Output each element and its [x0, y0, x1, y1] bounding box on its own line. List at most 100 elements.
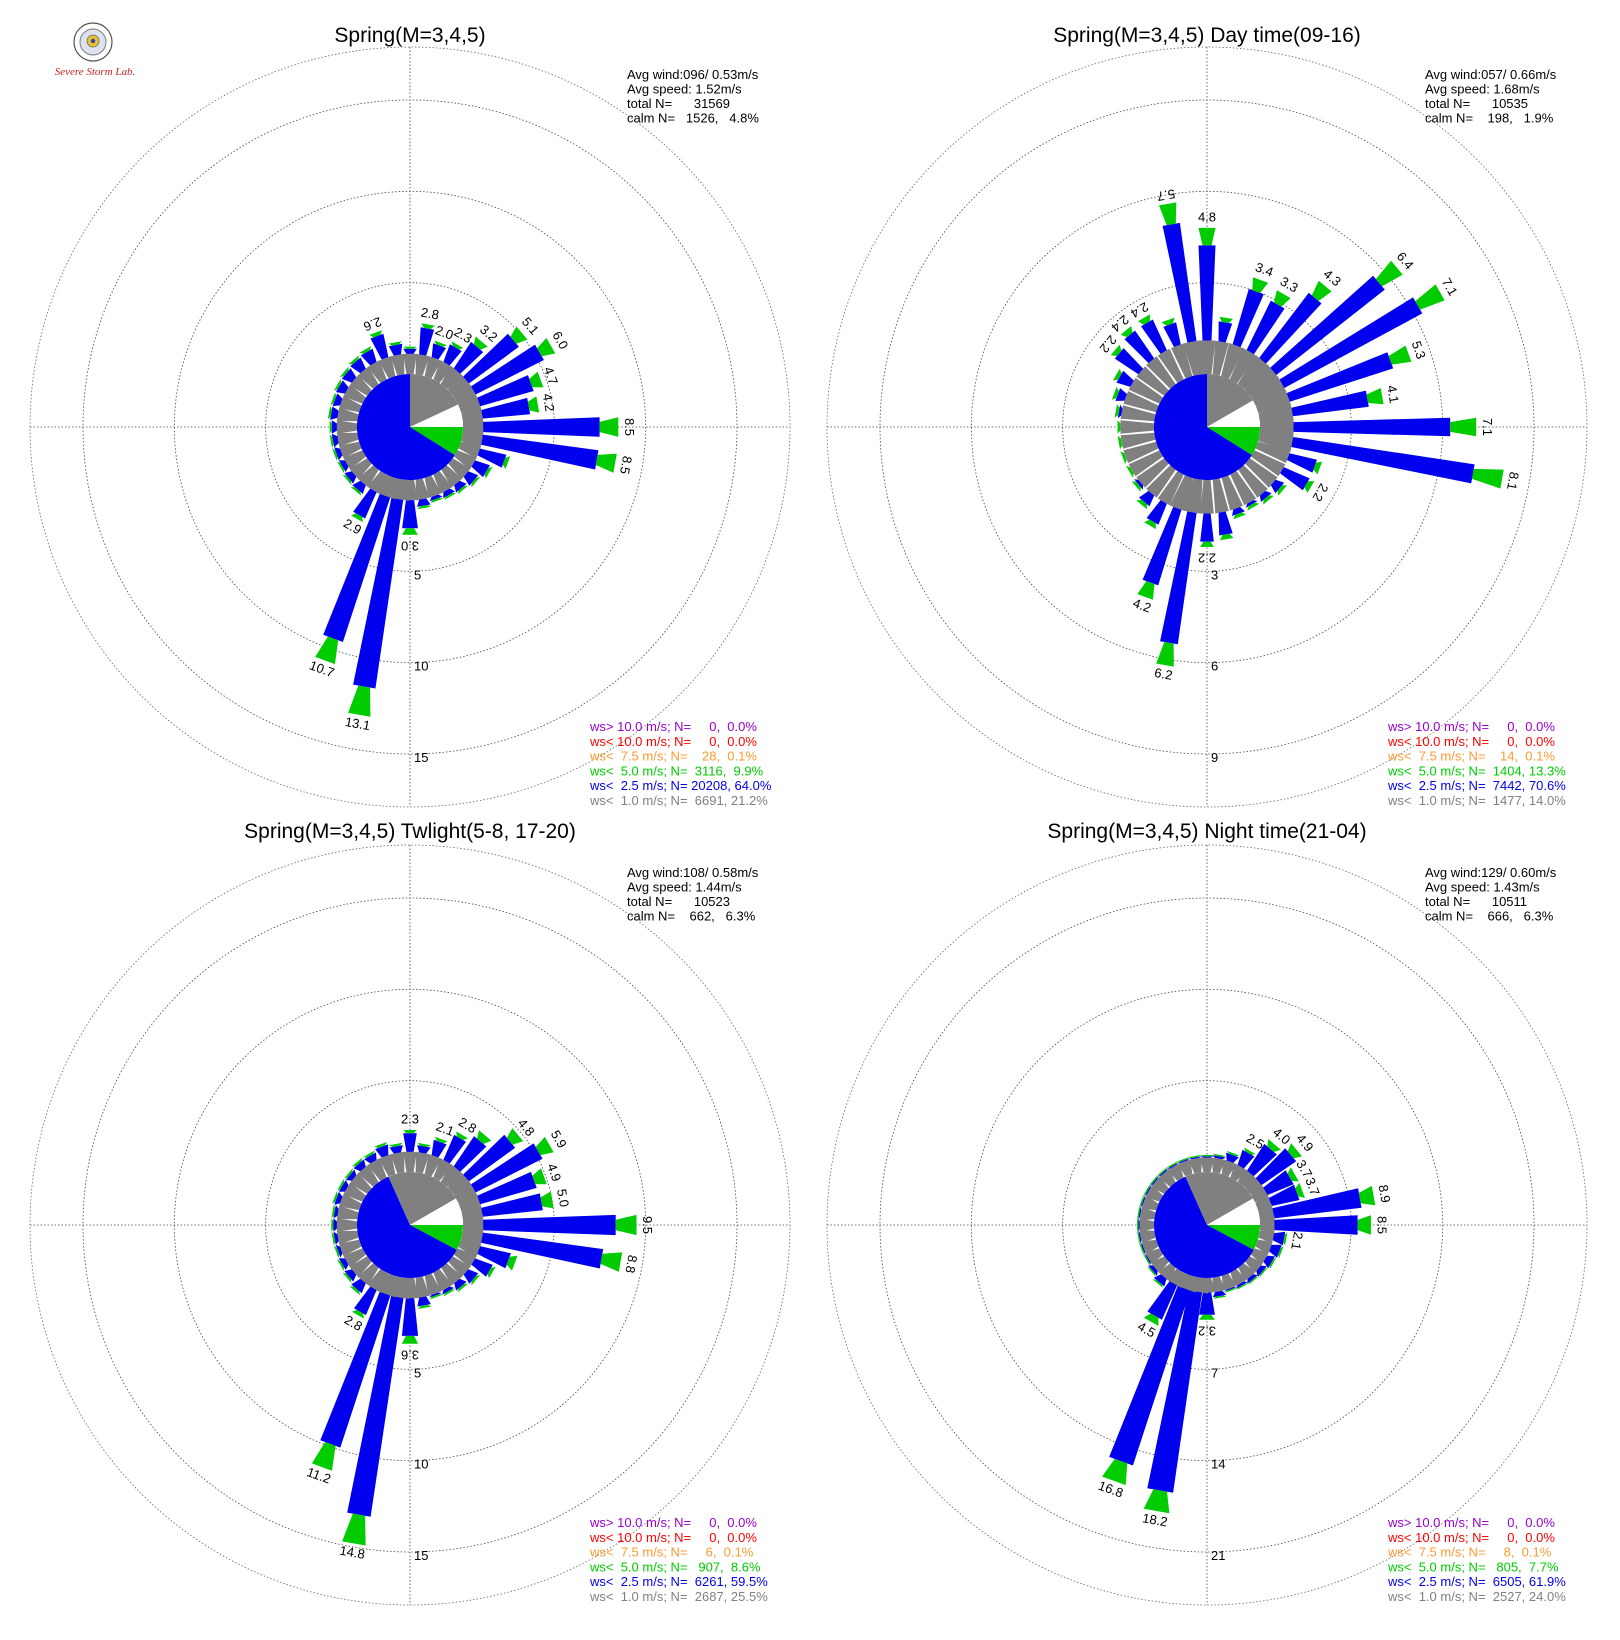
petal-segment-blue — [481, 397, 531, 419]
petal-segment-gray — [1123, 441, 1159, 463]
petal-segment-green — [1156, 642, 1174, 667]
legend-entry: ws< 1.0 m/s; N= 1477, 14.0% — [1387, 793, 1566, 808]
petal-segment-blue — [1109, 1286, 1191, 1466]
stats-line: calm N= 1526, 4.8% — [627, 111, 759, 126]
legend-entry: ws< 5.0 m/s; N= 805, 7.7% — [1387, 1559, 1559, 1574]
petal-segment-green — [1233, 512, 1247, 520]
petal-segment-blue — [331, 420, 337, 434]
petal-segment-green — [342, 1272, 352, 1284]
petal-segment-gray — [433, 1158, 453, 1181]
calm-pie-slice-green — [1207, 427, 1260, 456]
petal-segment-green — [311, 1442, 336, 1471]
petal-segment-green — [374, 1142, 388, 1148]
petal-segment-green — [1138, 314, 1150, 325]
petal-label: 3.2 — [1198, 1323, 1216, 1338]
petal-segment-green — [1200, 1155, 1214, 1157]
petal-segment-gray — [1145, 1185, 1163, 1202]
petal-segment-green — [444, 492, 457, 500]
petal-segment-gray — [447, 373, 472, 397]
petal-segment-green — [1243, 1147, 1256, 1155]
stats-line: total N= 31569 — [627, 96, 730, 111]
university-seal-icon — [73, 22, 113, 62]
petal-segment-green — [351, 513, 363, 523]
petal-segment-blue — [344, 1269, 357, 1282]
petal-segment-green — [1252, 277, 1269, 293]
petal-segment-blue — [1160, 511, 1197, 645]
petal-segment-blue — [477, 1246, 511, 1269]
petal-segment-gray — [336, 1218, 357, 1232]
petal-segment-blue — [338, 1258, 349, 1270]
petal-segment-green — [351, 1157, 363, 1167]
petal-segment-blue — [1247, 1143, 1277, 1177]
petal-segment-green — [403, 346, 417, 349]
petal-segment-green — [510, 326, 528, 344]
legend-entry: ws< 7.5 m/s; N= 14, 0.1% — [1387, 749, 1555, 764]
petal-segment-gray — [1255, 1239, 1273, 1255]
petal-segment-green — [337, 1259, 345, 1272]
stats-line: Avg speed: 1.52m/s — [627, 82, 742, 97]
petal-segment-gray — [1221, 1159, 1237, 1177]
petal-segment-blue — [417, 1145, 431, 1154]
petal-segment-blue — [471, 460, 490, 478]
petal-segment-green — [1102, 1458, 1128, 1486]
petal-segment-green — [1295, 1182, 1305, 1198]
petal-segment-green — [540, 1191, 554, 1209]
petal-segment-blue — [1246, 300, 1285, 355]
petal-segment-green — [417, 505, 431, 510]
petal-segment-blue — [481, 1232, 604, 1269]
petal-segment-gray — [1221, 1273, 1237, 1291]
petal-segment-green — [1267, 1139, 1281, 1152]
petal-segment-blue — [453, 341, 484, 374]
petal-segment-green — [1226, 1150, 1240, 1157]
petal-segment-gray — [1245, 458, 1278, 488]
petal-segment-green — [434, 1136, 448, 1144]
petal-segment-blue — [1270, 275, 1385, 375]
petal-segment-blue — [481, 1193, 543, 1217]
petal-segment-gray — [357, 1164, 379, 1187]
petal-segment-green — [332, 1191, 338, 1204]
petal-segment-blue — [370, 333, 389, 360]
petal-segment-gray — [1251, 450, 1286, 477]
petal-segment-gray — [1221, 475, 1243, 511]
petal-segment-green — [457, 485, 469, 495]
petal-segment-gray — [1141, 1195, 1159, 1211]
petal-segment-blue — [333, 1205, 339, 1219]
petal-segment-green — [615, 1214, 637, 1236]
petal-segment-gray — [415, 1276, 430, 1299]
petal-label: 2.8 — [456, 1114, 479, 1136]
petal-segment-green — [342, 1513, 366, 1546]
petal-segment-green — [348, 355, 359, 365]
petal-segment-green — [1120, 451, 1127, 464]
petal-label: 2.1 — [434, 1119, 456, 1139]
petal-segment-blue — [1147, 1281, 1178, 1320]
stats-line: calm N= 198, 1.9% — [1425, 111, 1554, 126]
petal-segment-green — [1236, 1283, 1249, 1291]
petal-segment-gray — [1200, 1157, 1214, 1172]
calm-pie-slice-gray — [410, 374, 458, 427]
petal-label: 5.3 — [1409, 339, 1429, 361]
petal-segment-green — [1147, 1266, 1156, 1277]
calm-pie-slice-gray — [1207, 374, 1253, 427]
petal-segment-blue — [483, 417, 600, 437]
petal-segment-gray — [441, 1263, 463, 1286]
petal-segment-green — [1313, 461, 1323, 475]
petal-segment-blue — [1212, 1155, 1226, 1160]
petal-segment-green — [1247, 502, 1260, 511]
petal-segment-blue — [1291, 390, 1369, 417]
stats-line: Avg wind:129/ 0.60m/s — [1425, 865, 1557, 880]
petal-segment-green — [1283, 1232, 1288, 1246]
calm-pie-slice-white — [410, 404, 463, 427]
petal-label: 2.2 — [1198, 551, 1216, 566]
petal-segment-gray — [458, 441, 481, 459]
legend-entry: ws< 2.5 m/s; N= 7442, 70.6% — [1387, 778, 1566, 793]
petal-segment-green — [600, 1252, 623, 1272]
petal-segment-green — [401, 1335, 419, 1344]
petal-segment-green — [331, 1231, 336, 1246]
calm-pie-slice-green — [410, 427, 463, 456]
petal-segment-blue — [1232, 288, 1264, 348]
petal-segment-green — [1136, 1230, 1141, 1244]
petal-segment-gray — [424, 356, 442, 379]
ring-label: 5 — [414, 1365, 421, 1380]
petal-label: 2.2 — [1310, 481, 1332, 504]
